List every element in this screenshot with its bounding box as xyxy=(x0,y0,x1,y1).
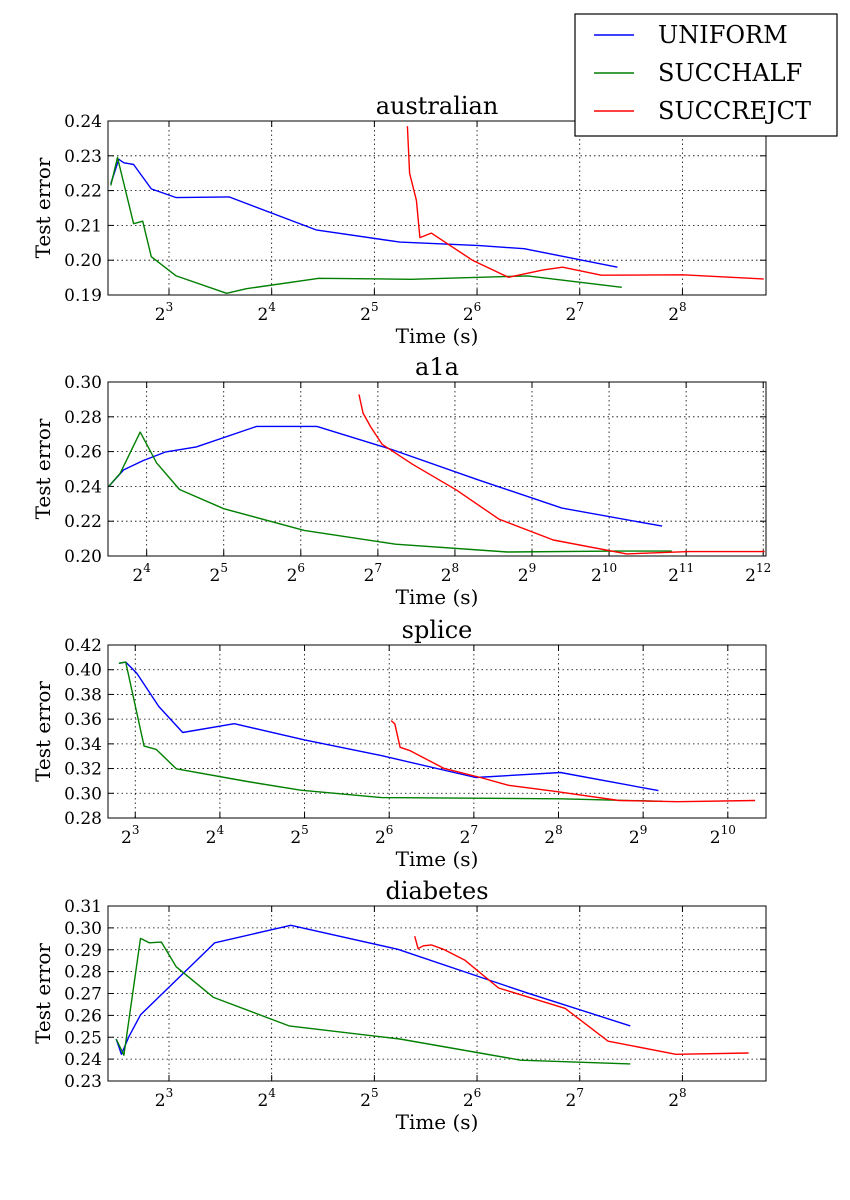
x-tick-label: 29 xyxy=(629,823,647,848)
x-tick-label: 210 xyxy=(591,561,617,586)
y-tick-label: 0.26 xyxy=(64,443,102,463)
chart-panel-3: 0.28 0.30 0.32 0.34 0.36 0.38 0.40 0.42 23 24 25 26… xyxy=(31,616,767,871)
y-tick-label: 0.42 xyxy=(64,636,102,656)
chart-panel-1: 0.19 0.20 0.21 0.22 0.23 0.24 23 24 25 26 27 28 aust… xyxy=(31,92,767,348)
x-tick-label: 25 xyxy=(210,561,228,586)
x-tick-label: 211 xyxy=(668,561,694,586)
x-tick-label: 26 xyxy=(375,823,393,848)
chart-title: australian xyxy=(376,92,499,120)
y-tick-label: 0.40 xyxy=(64,661,102,681)
series-line-succrejct xyxy=(406,126,764,280)
chart-title: a1a xyxy=(415,353,459,381)
y-tick-label: 0.28 xyxy=(64,408,102,428)
x-tick-label: 28 xyxy=(668,1086,686,1111)
plot-area xyxy=(108,645,766,818)
x-tick-label: 24 xyxy=(132,561,151,586)
y-tick-label: 0.38 xyxy=(64,685,102,705)
x-tick-label: 26 xyxy=(463,300,481,325)
y-tick-label: 0.19 xyxy=(64,286,102,306)
y-tick-label: 0.23 xyxy=(64,1072,102,1092)
y-tick-label: 0.24 xyxy=(64,477,102,497)
series-line-succhalf xyxy=(118,661,663,802)
x-tick-label: 26 xyxy=(287,561,305,586)
y-tick-label: 0.28 xyxy=(64,963,102,983)
x-tick-label: 24 xyxy=(257,300,276,325)
x-tick-label: 27 xyxy=(566,300,584,325)
x-tick-label: 25 xyxy=(360,1086,378,1111)
series-line-succrejct xyxy=(414,936,749,1056)
x-tick-label: 25 xyxy=(290,823,308,848)
plot-frame xyxy=(107,120,767,296)
x-tick-label: 24 xyxy=(257,1086,276,1111)
y-tick-label: 0.20 xyxy=(64,251,102,271)
y-tick-label: 0.32 xyxy=(64,760,102,780)
x-tick-label: 26 xyxy=(463,1086,481,1111)
x-tick-label: 25 xyxy=(360,300,378,325)
series-line-succhalf xyxy=(108,431,672,553)
y-axis-label: Test error xyxy=(31,418,55,519)
y-tick-label: 0.22 xyxy=(64,512,102,532)
y-tick-label: 0.31 xyxy=(64,897,102,917)
y-axis-label: Test error xyxy=(31,943,55,1044)
x-tick-label: 27 xyxy=(364,561,382,586)
x-tick-label: 28 xyxy=(668,300,686,325)
x-tick-label: 29 xyxy=(518,561,536,586)
y-axis-label: Test error xyxy=(31,157,55,258)
x-tick-label: 210 xyxy=(710,823,736,848)
y-tick-label: 0.30 xyxy=(64,784,102,804)
x-tick-label: 212 xyxy=(745,561,771,586)
legend-label-succhalf: SUCCHALF xyxy=(658,59,802,87)
y-tick-label: 0.24 xyxy=(64,112,102,132)
y-tick-label: 0.23 xyxy=(64,147,102,167)
plot-area xyxy=(108,121,766,295)
series-line-succhalf xyxy=(110,156,622,294)
series-line-succrejct xyxy=(358,394,765,555)
y-tick-label: 0.29 xyxy=(64,941,102,961)
plot-frame xyxy=(107,644,767,819)
plot-frame xyxy=(107,905,767,1082)
y-tick-label: 0.24 xyxy=(64,1050,102,1070)
y-tick-label: 0.28 xyxy=(64,809,102,829)
series-line-succrejct xyxy=(390,720,756,803)
legend-label-succrejct: SUCCREJCT xyxy=(658,97,811,125)
x-axis-label: Time (s) xyxy=(396,847,479,871)
legend: UNIFORM SUCCHALF SUCCREJCT xyxy=(574,13,838,137)
y-tick-label: 0.36 xyxy=(64,710,102,730)
chart-panel-4: 0.230.240.250.260.270.280.290.300.31 23 24… xyxy=(31,877,767,1134)
x-tick-label: 24 xyxy=(206,823,225,848)
x-tick-label: 23 xyxy=(121,823,139,848)
y-tick-label: 0.22 xyxy=(64,182,102,202)
series-line-uniform xyxy=(110,158,618,268)
chart-title: splice xyxy=(402,616,473,644)
legend-label-uniform: UNIFORM xyxy=(658,21,788,49)
x-tick-label: 23 xyxy=(155,1086,173,1111)
y-tick-label: 0.30 xyxy=(64,919,102,939)
chart-title: diabetes xyxy=(385,877,488,905)
plot-frame xyxy=(107,381,767,557)
y-tick-label: 0.21 xyxy=(64,216,102,236)
y-tick-label: 0.27 xyxy=(64,985,102,1005)
x-axis-label: Time (s) xyxy=(396,585,479,609)
series-line-uniform xyxy=(108,425,663,527)
series-line-succhalf xyxy=(115,937,631,1065)
x-axis-label: Time (s) xyxy=(396,324,479,348)
series-line-uniform xyxy=(118,661,659,792)
y-tick-label: 0.30 xyxy=(64,373,102,393)
y-tick-label: 0.20 xyxy=(64,547,102,567)
x-tick-label: 27 xyxy=(566,1086,584,1111)
x-axis-label: Time (s) xyxy=(396,1110,479,1134)
plot-area xyxy=(108,382,766,556)
y-tick-label: 0.26 xyxy=(64,1006,102,1026)
x-tick-label: 23 xyxy=(155,300,173,325)
x-tick-label: 28 xyxy=(544,823,562,848)
y-axis-label: Test error xyxy=(31,681,55,782)
x-tick-label: 28 xyxy=(441,561,459,586)
y-tick-label: 0.34 xyxy=(64,735,102,755)
chart-panel-2: 0.20 0.22 0.24 0.26 0.28 0.30 24 25 26 27 28 29 210 2… xyxy=(31,353,771,609)
x-tick-label: 27 xyxy=(460,823,478,848)
y-tick-label: 0.25 xyxy=(64,1028,102,1048)
